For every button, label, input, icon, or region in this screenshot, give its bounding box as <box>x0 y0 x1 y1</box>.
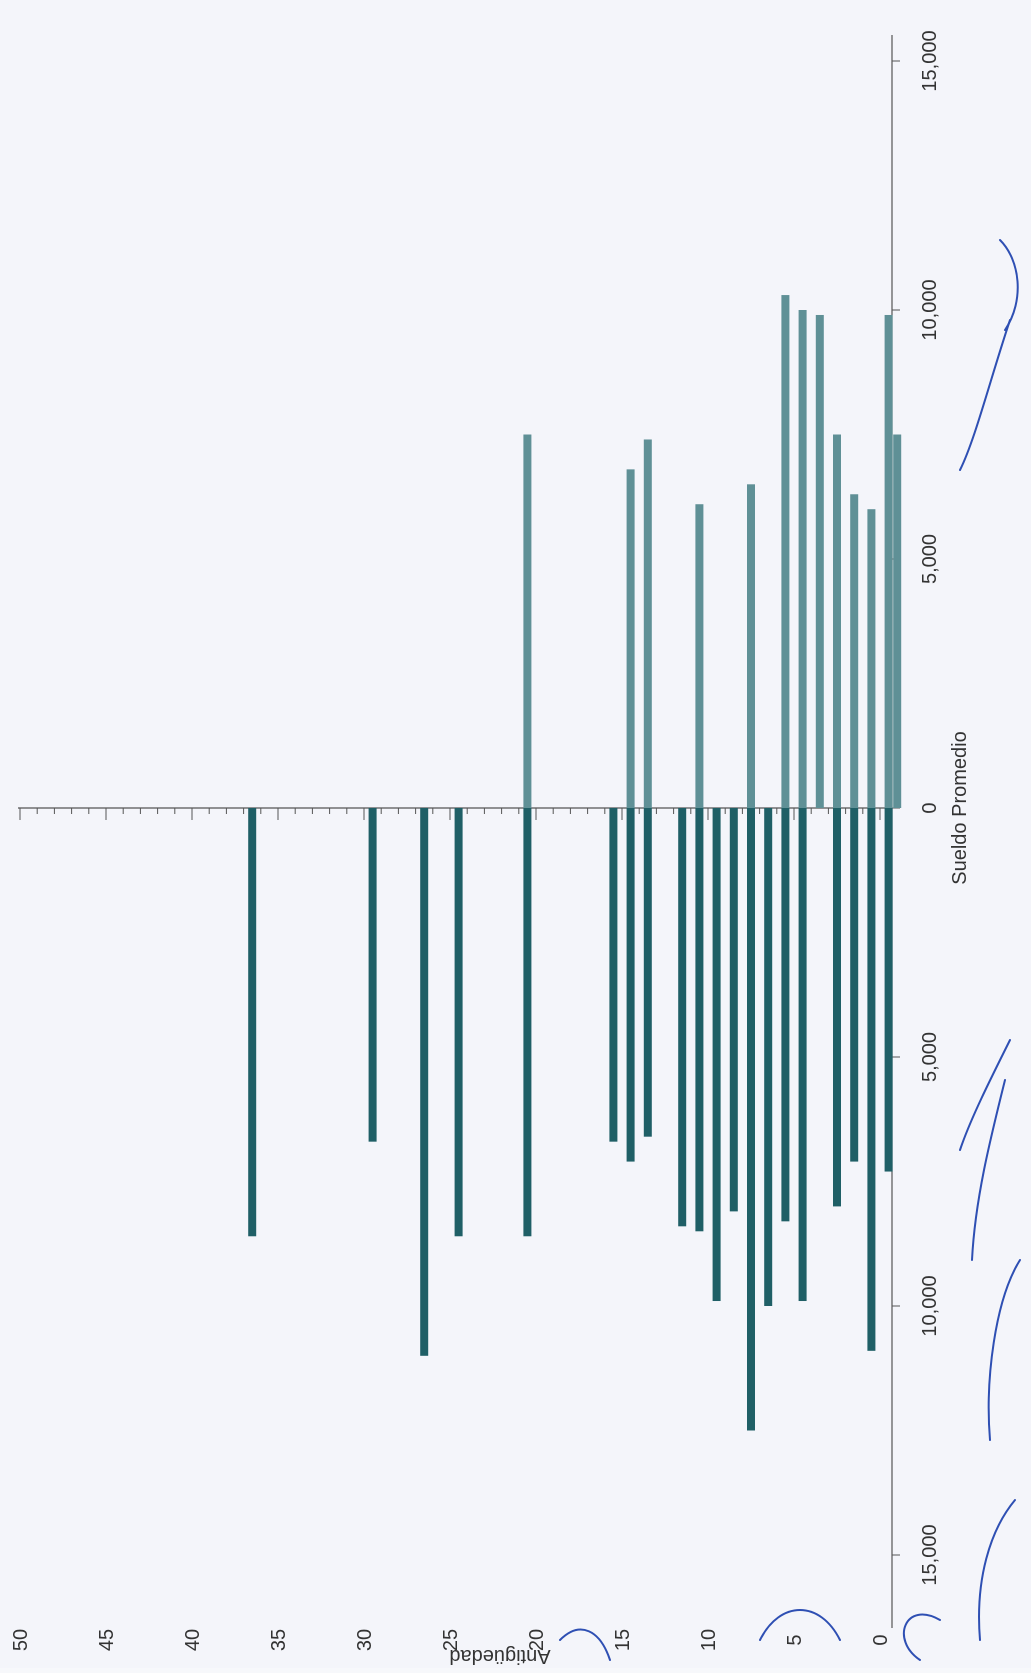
y-tick-label: 0 <box>870 1634 892 1645</box>
right-bar <box>643 439 652 808</box>
y-tick-label: 10 <box>698 1629 720 1651</box>
left-bar <box>729 808 738 1212</box>
y-tick-label: 20 <box>526 1629 548 1651</box>
x-tick-label: 15,000 <box>919 1524 941 1585</box>
ink-stroke <box>902 1613 941 1661</box>
left-bar <box>420 808 429 1356</box>
left-bar <box>454 808 463 1237</box>
y-tick-label: 25 <box>440 1629 462 1651</box>
left-bar <box>368 808 377 1142</box>
left-bar <box>609 808 618 1142</box>
left-bar <box>833 808 841 1207</box>
left-bar <box>643 808 652 1137</box>
ink-stroke <box>978 1499 1016 1641</box>
left-bar <box>248 808 257 1237</box>
right-bar <box>747 484 755 808</box>
bars <box>248 295 902 1431</box>
left-bar <box>781 808 790 1222</box>
y-tick-label: 50 <box>10 1629 32 1651</box>
left-bar <box>523 808 532 1237</box>
right-bar <box>850 494 859 808</box>
right-bar <box>781 295 790 808</box>
y-tick-label: 15 <box>612 1629 634 1651</box>
right-bar <box>523 434 532 808</box>
right-bar <box>626 469 635 808</box>
labels: 0 5 10 15 20 25 30 35 40 45 50 15,000 10,000 5,000 0 5,… <box>10 30 971 1667</box>
x-tick-label: 0 <box>919 802 941 813</box>
y-tick-label: 40 <box>182 1629 204 1651</box>
ink-stroke <box>559 1628 611 1661</box>
right-bar <box>867 509 876 808</box>
y-tick-label: 35 <box>268 1629 290 1651</box>
right-bar <box>893 434 902 808</box>
left-bar <box>678 808 687 1227</box>
x-tick-label: 10,000 <box>919 1275 941 1336</box>
x-tick-label: 15,000 <box>919 30 941 91</box>
x-axis-title: Sueldo Promedio <box>949 731 971 884</box>
left-bar <box>764 808 773 1306</box>
y-tick-label: 30 <box>354 1629 376 1651</box>
ink-stroke <box>959 1039 1011 1151</box>
x-tick-label: 5,000 <box>919 1032 941 1082</box>
left-bar <box>884 808 893 1172</box>
right-bar <box>884 314 893 808</box>
left-bar <box>712 808 721 1302</box>
right-bar <box>798 310 807 808</box>
left-bar <box>747 808 755 1431</box>
x-tick-label: 10,000 <box>919 279 941 340</box>
ink-stroke <box>759 1609 841 1641</box>
left-bar <box>798 808 807 1302</box>
y-axis-title: Antigüedad <box>449 1645 550 1667</box>
ink-stroke <box>999 239 1019 331</box>
ink-stroke <box>959 319 1011 471</box>
left-bar <box>850 808 859 1162</box>
right-bar <box>815 314 824 808</box>
ink-stroke <box>987 1259 1021 1441</box>
handwritten-signature <box>559 239 1021 1661</box>
right-bar <box>833 434 841 808</box>
y-tick-label: 45 <box>96 1629 118 1651</box>
y-tick-label: 5 <box>784 1634 806 1645</box>
ink-stroke <box>971 1079 1006 1261</box>
left-bar <box>695 808 704 1232</box>
right-bar <box>695 504 704 808</box>
x-tick-label: 5,000 <box>919 534 941 584</box>
left-bar <box>626 808 635 1162</box>
left-bar <box>867 808 876 1351</box>
